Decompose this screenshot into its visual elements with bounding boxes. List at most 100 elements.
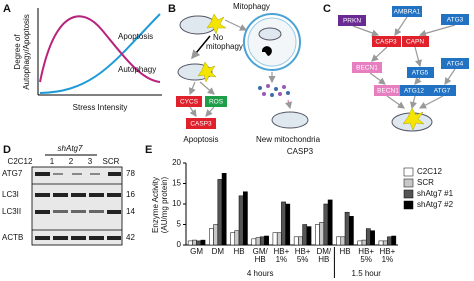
box <box>186 118 216 129</box>
curve-label: Autophagy <box>118 65 156 74</box>
node-label: CAPN <box>406 39 424 46</box>
bar <box>230 232 236 246</box>
x-tick-label: HB+ <box>274 247 290 256</box>
bar <box>319 222 325 246</box>
bar <box>234 230 240 246</box>
arrow <box>285 99 293 110</box>
row-label: LC3I <box>2 190 19 199</box>
bar <box>200 239 206 246</box>
arrow <box>224 19 248 31</box>
group-label: 4 hours <box>247 269 274 278</box>
legend-label: C2C12 <box>417 167 442 176</box>
y-label: Enzyme Activity <box>151 177 160 233</box>
legend-swatch <box>403 189 414 199</box>
autophagy-curve <box>39 15 161 83</box>
bar <box>348 216 354 246</box>
x-tick-label: HB <box>233 247 244 256</box>
pathway <box>352 16 456 110</box>
damage <box>206 13 227 35</box>
bar <box>238 195 244 246</box>
arrow <box>191 35 211 60</box>
x-tick-label: GM/ <box>253 247 269 256</box>
kda-label: 16 <box>126 190 135 199</box>
panel-label: D <box>3 144 11 156</box>
bar <box>323 203 329 246</box>
label: No <box>213 33 224 42</box>
x-tick-label: 5% <box>360 255 372 264</box>
arrow <box>188 81 196 96</box>
autophagosome <box>247 17 297 67</box>
y-tick-label: 20 <box>172 158 181 167</box>
x-tick-label: HB <box>339 247 350 256</box>
outcome: New mitochondria <box>256 135 321 144</box>
bar <box>365 228 371 246</box>
arrow <box>205 106 215 117</box>
bar <box>370 230 375 246</box>
bar <box>327 199 333 246</box>
x-tick-label: DM/ <box>316 247 331 256</box>
curve-label: Apoptosis <box>118 32 153 41</box>
node-label: ATG12 <box>404 88 424 95</box>
box-label: CASP3 <box>190 121 212 128</box>
node-label: BECN1 <box>377 88 399 95</box>
label: Mitophagy <box>233 2 270 11</box>
bar <box>344 211 350 246</box>
y-tick-label: 10 <box>172 199 181 208</box>
bar <box>221 173 227 246</box>
node <box>402 36 429 47</box>
node-label: AMBRA1 <box>394 9 421 16</box>
node-label: ATG3 <box>447 17 464 24</box>
node <box>392 6 422 17</box>
legend-swatch <box>403 178 414 188</box>
node-label: ATG7 <box>434 88 451 95</box>
outcome: Apoptosis <box>183 135 218 144</box>
fragments <box>258 84 290 97</box>
damage <box>197 61 217 83</box>
bar <box>302 224 308 246</box>
arrow <box>199 81 215 95</box>
lane-label: 2 <box>69 157 74 166</box>
group-label: 1.5 hour <box>352 269 382 278</box>
kda-label: 14 <box>126 207 135 216</box>
autophagosome <box>243 13 301 71</box>
panel-label: A <box>3 3 11 15</box>
x-label: Stress Intensity <box>73 103 128 112</box>
bar <box>217 179 223 246</box>
apoptosis-curve <box>39 13 161 94</box>
node-label: PRKN <box>343 18 361 25</box>
y-tick-label: 0 <box>177 240 182 249</box>
x-tick-label: HB+ <box>295 247 311 256</box>
kda-label: 78 <box>126 169 135 178</box>
y-label: Autophagy/Apoptosis <box>22 14 31 90</box>
damage <box>402 107 425 131</box>
x-tick-label: 1% <box>276 255 288 264</box>
x-tick-label: HB <box>255 255 266 264</box>
arrow <box>189 106 197 117</box>
bar <box>196 240 202 246</box>
panel-label: B <box>168 3 176 15</box>
bar <box>378 240 384 246</box>
row-label: ATG7 <box>2 169 23 178</box>
lysosome <box>261 46 272 56</box>
chart-title: CASP3 <box>287 147 314 156</box>
node-label: CASP3 <box>375 39 397 46</box>
panel-label: C <box>323 3 331 15</box>
mitochondrion <box>258 27 282 41</box>
bar <box>272 232 278 246</box>
blot <box>31 166 123 246</box>
bar <box>264 235 269 246</box>
node <box>338 15 366 26</box>
node-label: ATG5 <box>412 70 429 77</box>
bar <box>187 240 193 246</box>
node <box>407 67 434 78</box>
y-tick-label: 5 <box>177 220 182 229</box>
x-tick-label: HB+ <box>380 247 396 256</box>
x-tick-label: HB+ <box>358 247 374 256</box>
node-label: ATG4 <box>447 61 464 68</box>
lane-label: SCR <box>103 157 120 166</box>
bar <box>357 240 363 246</box>
x-tick-label: HB <box>318 255 329 264</box>
x-tick-label: 1% <box>382 255 394 264</box>
row-label: ACTB <box>2 233 23 242</box>
